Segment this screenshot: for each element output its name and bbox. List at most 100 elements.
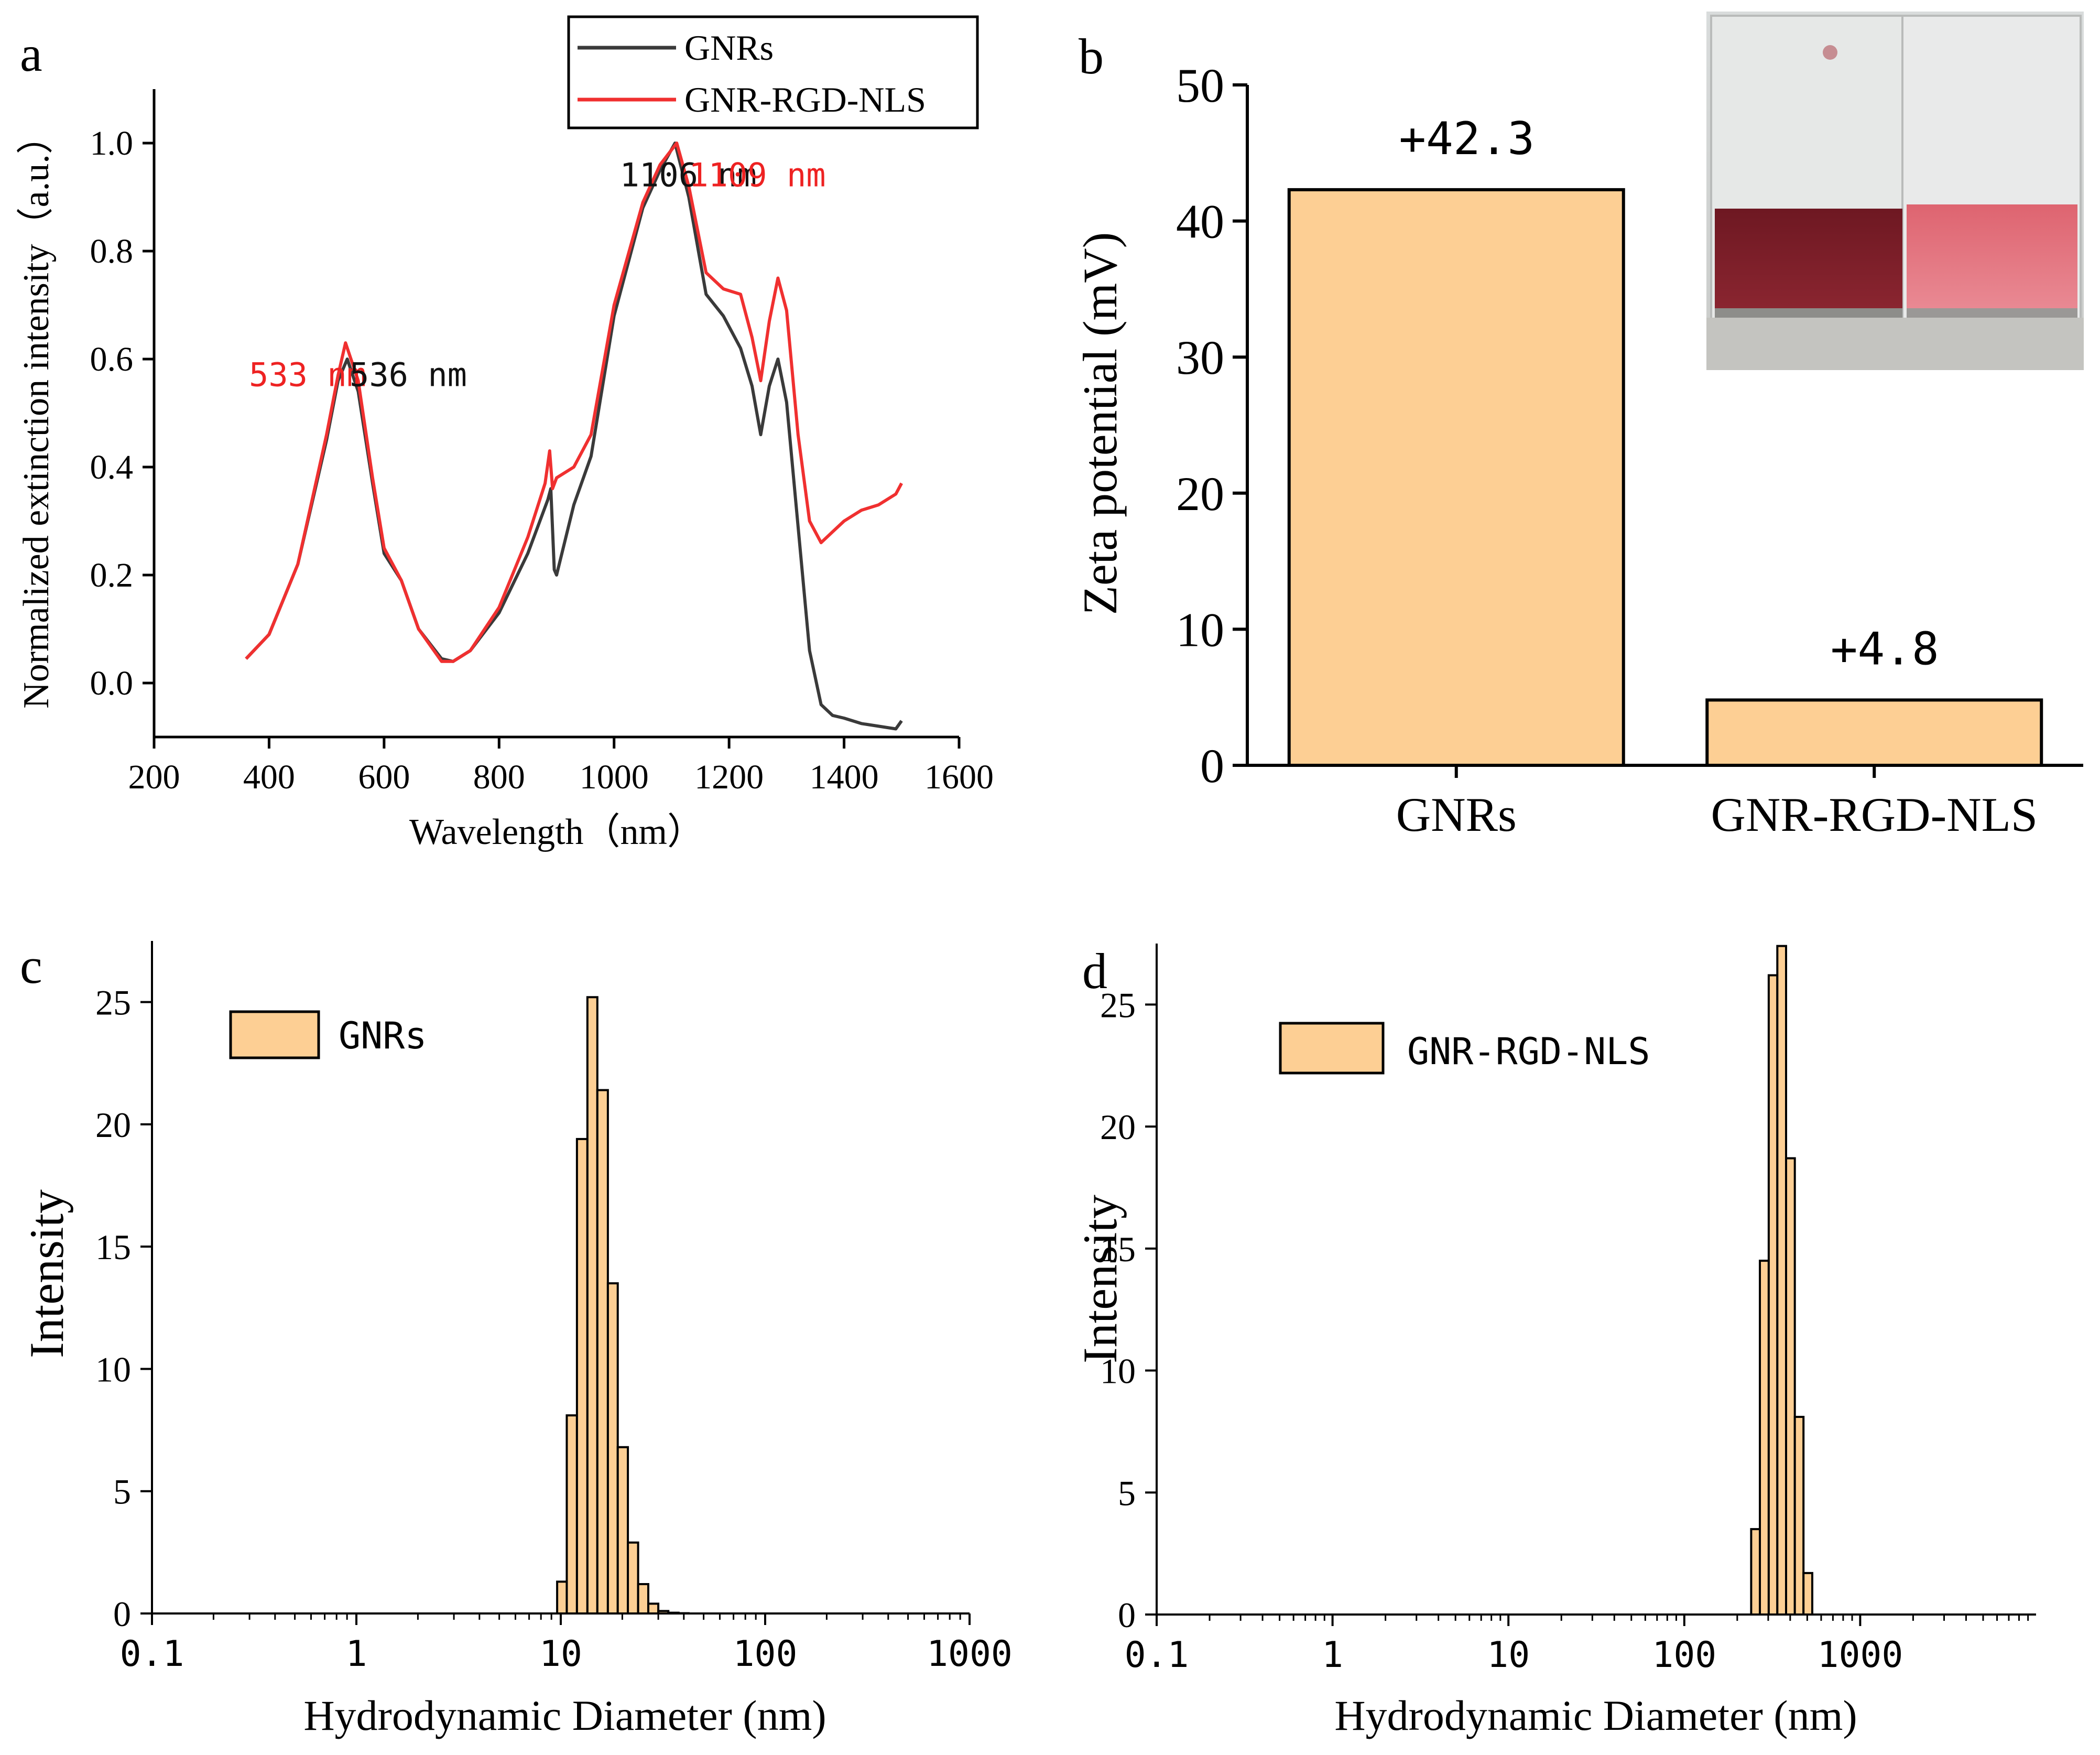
panel-label-d: d [1082,943,1107,999]
y-axis-label: Intensity [20,1189,73,1358]
y-tick-label: 1.0 [90,124,134,162]
vial-gnr-rgd-nls-bottom [1907,308,2077,318]
y-tick-label: 5 [113,1472,131,1512]
legend-swatch-gnr-rgd-nls [1279,1022,1385,1075]
y-axis-label: Zeta potential (mV) [1073,232,1127,615]
x-axis-label: Wavelength（nm） [409,812,704,852]
histogram-bar [627,1541,639,1615]
y-tick-label: 20 [95,1105,131,1145]
vial-gnrs-bottom [1715,308,1902,318]
x-tick-label: 800 [473,758,525,796]
y-tick-label: 20 [1176,467,1224,521]
legend-swatch-gnrs [229,1010,320,1059]
histogram-bar [556,1580,568,1615]
legend-panel-d: GNR-RGD-NLS [1279,1022,1650,1075]
legend-panel-a: GNRs GNR-RGD-NLS [567,15,979,129]
x-tick-label: 1 [346,1633,367,1675]
x-tick-label: 1600 [924,758,994,796]
histogram-bar [616,1446,629,1615]
x-tick-label: 1200 [694,758,764,796]
y-tick-label: 15 [1100,1229,1136,1269]
x-tick-label: 1000 [580,758,649,796]
y-tick-label: 0.8 [90,232,134,270]
panel-a-extinction-spectra: 200 400 600 800 1000 1200 1400 1600 0.0 0.2 0.4 0.6… [16,15,994,852]
y-tick-label: 0.0 [90,664,134,702]
photo-table [1706,318,2084,370]
histogram-bar [565,1414,578,1615]
x-axis-label: Hydrodynamic Diameter (nm) [303,1692,826,1739]
y-tick-label: 20 [1100,1107,1136,1147]
x-tick-label: 400 [243,758,295,796]
histogram-bar [586,996,599,1615]
panel-b-zeta-potential: 0 10 20 30 40 50 GNRs +42.3 GNR-RGD-NLS +4.8 Zeta… [1073,12,2084,841]
panel-d-dls-gnr-rgd-nls: 0 5 10 15 20 25 0.1 1 10 100 1000 Hydrodynamic Dia… [1073,944,2036,1739]
y-tick-label: 40 [1176,195,1224,248]
x-tick-label: 1000 [927,1633,1013,1675]
histogram-bar [1785,1157,1796,1616]
y-tick-label: 10 [1176,603,1224,656]
annotation-1109nm: 1109 nm [689,156,825,194]
x-tick-label: GNRs [1396,788,1517,841]
y-tick-label: 0.4 [90,448,134,486]
y-tick-label: 30 [1176,331,1224,384]
inset-vials-photo [1706,12,2084,370]
histogram-bar [647,1602,660,1615]
y-axis-label: Normalized extinction intensity（a.u.） [16,117,57,709]
x-tick-label: 10 [1487,1634,1530,1676]
x-axis-label: Hydrodynamic Diameter (nm) [1334,1692,1857,1739]
histogram-bar [596,1089,609,1615]
series-line-gnrs [245,142,903,731]
x-tick-label: 1400 [810,758,879,796]
x-tick-label: 1 [1322,1634,1343,1676]
x-tick-label: 10 [539,1633,582,1675]
y-tick-label: 10 [95,1349,131,1389]
legend-label-gnrs: GNRs [339,1014,427,1057]
x-tick-label: 100 [1652,1634,1716,1676]
y-tick-label: 10 [1100,1351,1136,1391]
histogram-bar [1767,974,1779,1616]
y-tick-label: 25 [1100,985,1136,1025]
x-tick-label: GNR-RGD-NLS [1711,788,2038,841]
bar-gnr-rgd-nls [1705,698,2043,767]
y-tick-label: 0 [1200,739,1224,793]
y-tick-label: 0 [113,1594,131,1634]
x-tick-label: 200 [128,758,180,796]
y-tick-label: 0 [1118,1595,1136,1635]
vial-gnr-rgd-nls-solution [1907,204,2077,308]
vial-cap-mark [1823,45,1837,60]
y-tick-label: 0.2 [90,556,134,594]
histogram-bar [1759,1260,1770,1616]
legend-label-gnr-rgd-nls: GNR-RGD-NLS [1407,1030,1650,1073]
legend-label-gnr-rgd-nls: GNR-RGD-NLS [684,80,926,120]
x-tick-label: 0.1 [1125,1634,1189,1676]
series-line-gnr-rgd-nls [245,142,903,663]
x-tick-label: 0.1 [120,1633,184,1675]
panel-label-c: c [20,938,42,994]
annotation-1106nm: 1106 nm [620,156,757,194]
histogram-bar [1750,1528,1761,1616]
legend-label-gnrs: GNRs [684,28,774,68]
x-tick-label: 600 [358,758,410,796]
annotation-533nm: 533 nm [249,356,366,394]
histogram-bar [606,1282,619,1615]
y-tick-label: 0.6 [90,340,134,378]
legend-panel-c: GNRs [229,1010,427,1059]
histogram-bar [575,1138,589,1615]
y-tick-label: 25 [95,983,131,1023]
histogram-bar [1776,945,1787,1616]
y-tick-label: 50 [1176,59,1224,112]
legend-box [567,15,979,129]
panel-c-dls-gnrs: 0 5 10 15 20 25 0.1 1 10 100 1000 Hydrodynamic Dia… [20,941,1013,1739]
bar-gnrs [1287,188,1625,767]
data-label: +4.8 [1831,623,1939,675]
y-tick-label: 15 [95,1227,131,1267]
y-axis-label: Intensity [1073,1195,1127,1363]
histogram-bar [1793,1415,1805,1616]
x-tick-label: 1000 [1818,1634,1903,1676]
histogram-bar [637,1583,649,1615]
vial-gnrs-solution [1715,209,1902,308]
data-label: +42.3 [1399,113,1535,165]
panel-label-b: b [1079,28,1104,84]
